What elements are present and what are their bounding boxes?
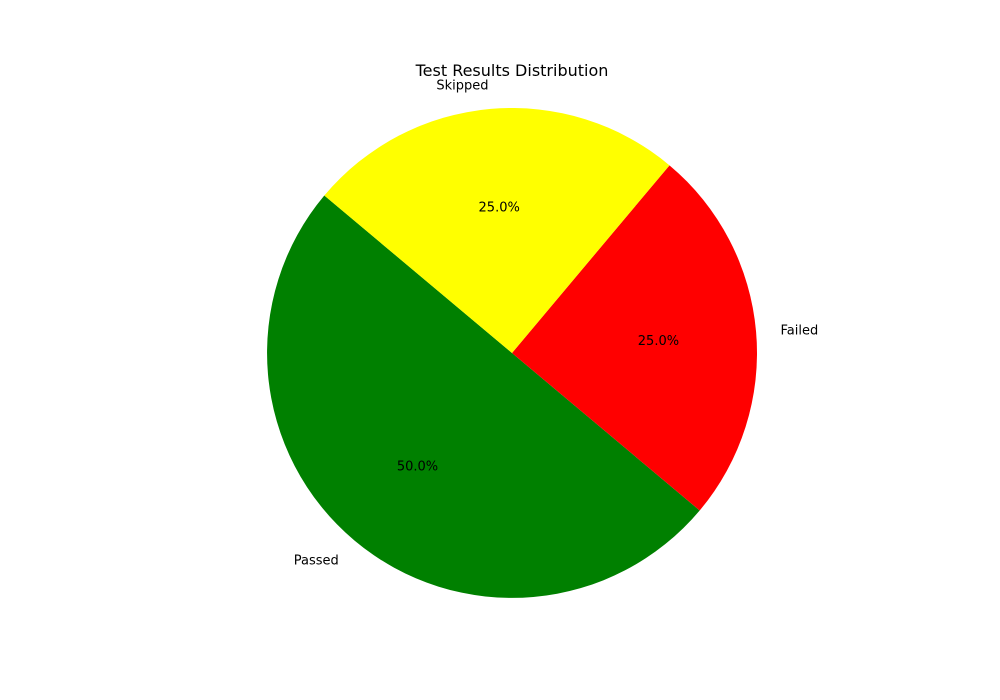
pie-slice-passed — [267, 195, 700, 598]
pct-label-failed: 25.0% — [638, 334, 679, 349]
pie-slices — [267, 107, 757, 598]
pct-label-skipped: 25.0% — [479, 201, 520, 216]
slice-label-failed: Failed — [780, 324, 818, 339]
pie-slice-failed — [512, 165, 757, 511]
pie-labels: Passed 50.0% Failed 25.0% Skipped 25.0% — [294, 79, 818, 569]
chart-title: Test Results Distribution — [415, 61, 609, 80]
pie-slice-skipped — [324, 107, 670, 353]
slice-label-skipped: Skipped — [436, 79, 488, 94]
pct-label-passed: 50.0% — [397, 460, 438, 475]
slice-label-passed: Passed — [294, 553, 339, 568]
